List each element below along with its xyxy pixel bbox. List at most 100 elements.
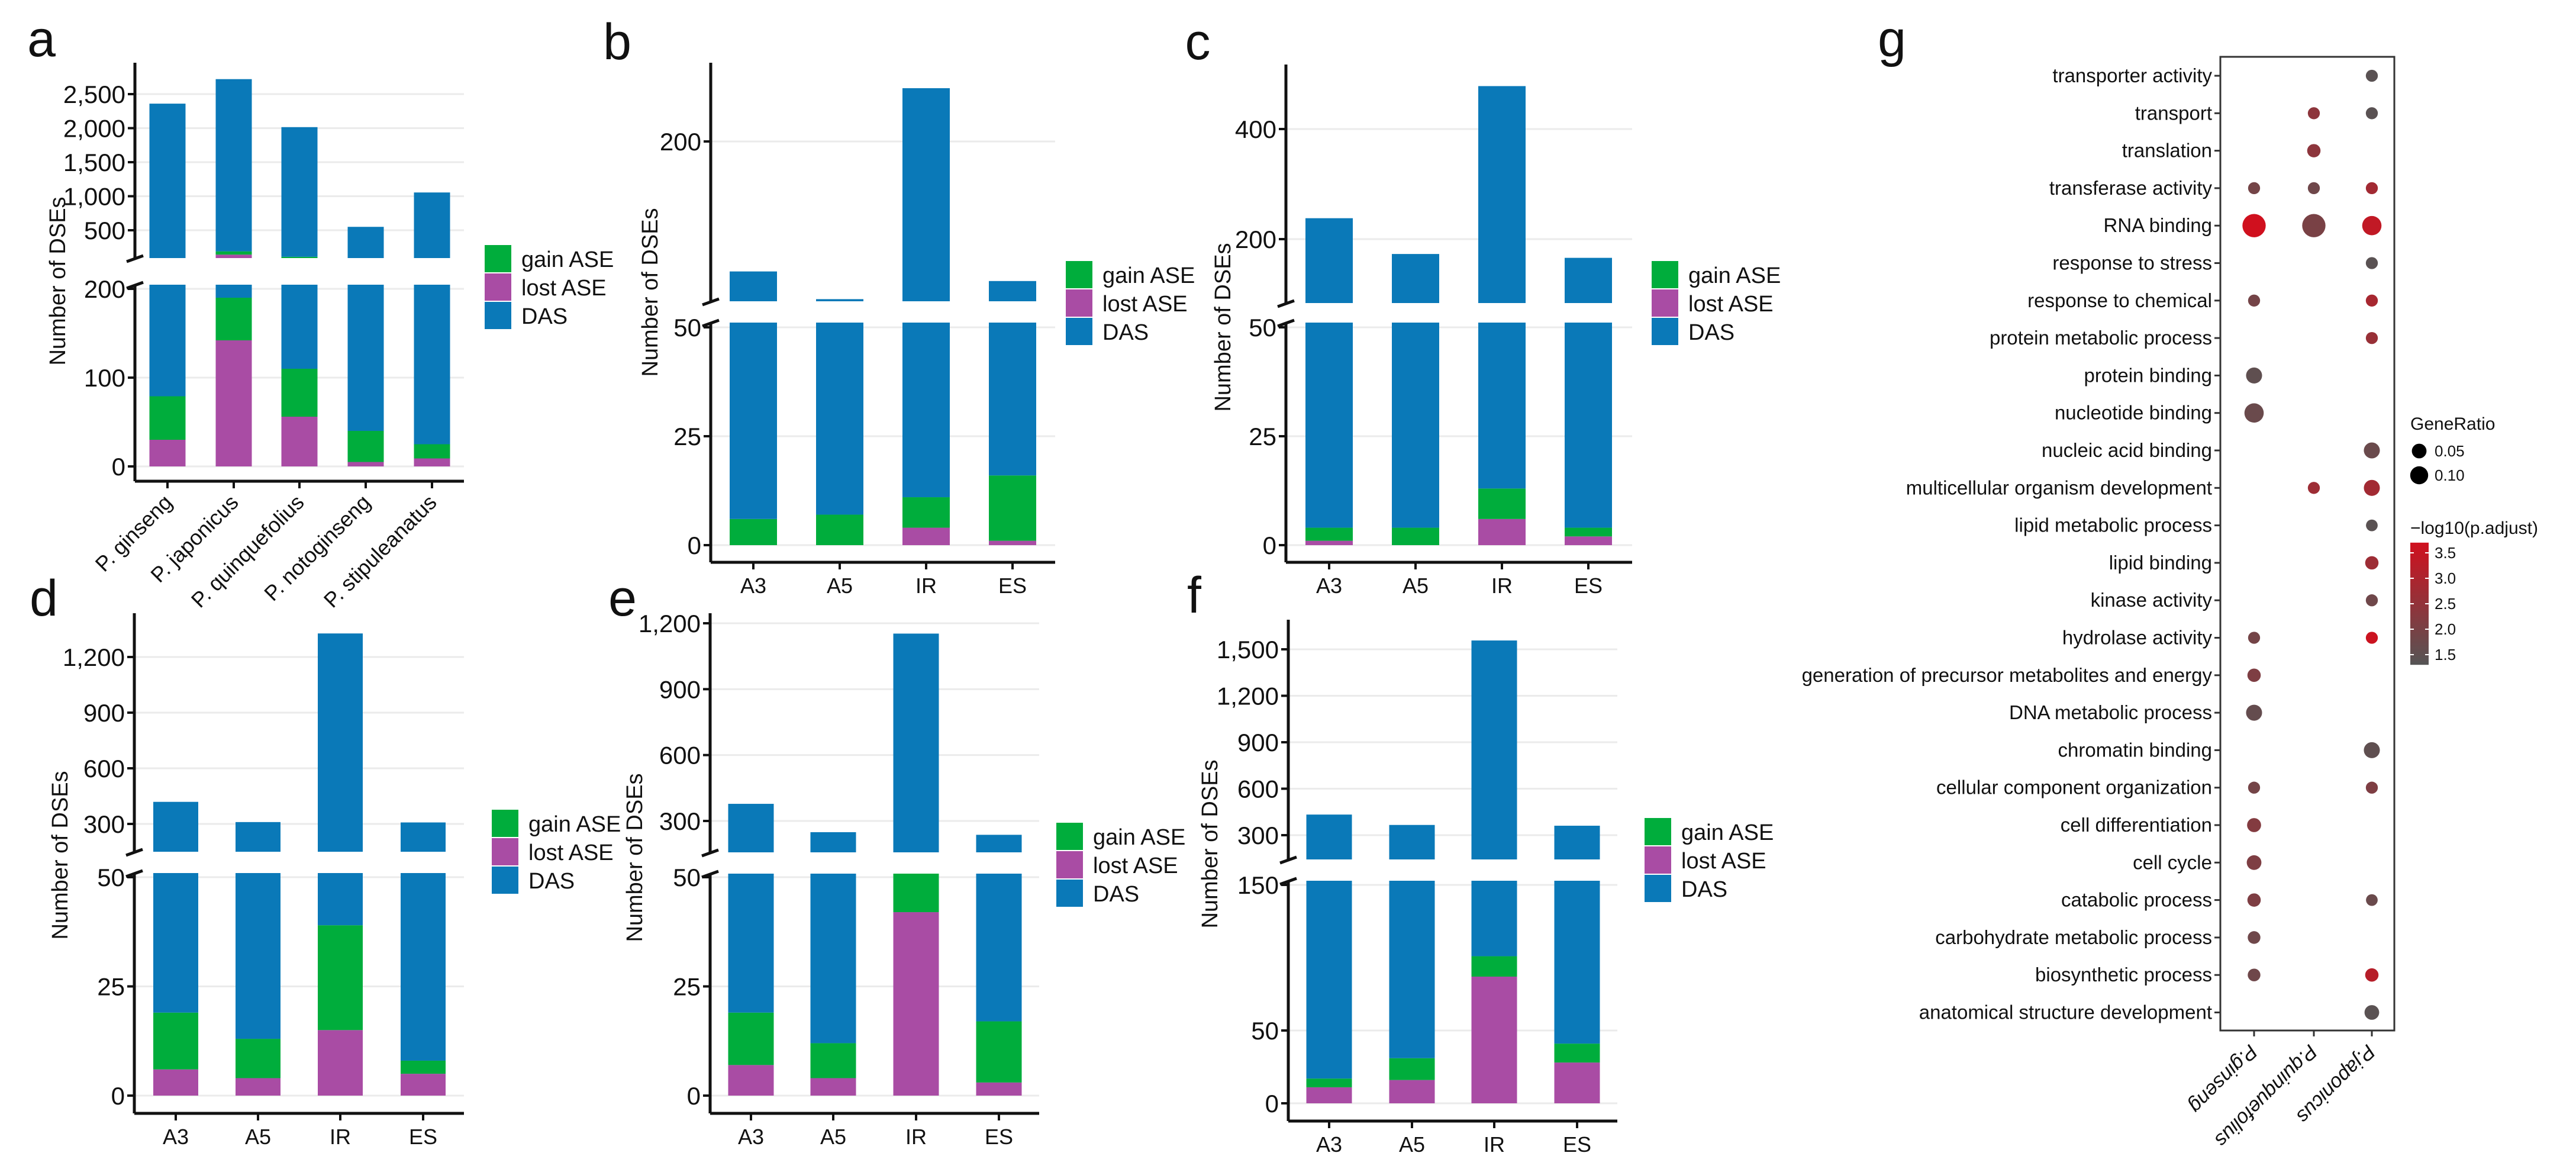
y-tick-label: 50 <box>673 864 701 891</box>
legend-swatch <box>1066 318 1092 345</box>
y-tick-label: 100 <box>84 364 125 392</box>
bar-segment-das-upper <box>730 271 777 301</box>
y-tick-label: 300 <box>1237 822 1279 849</box>
bar-segment-lost-ase <box>153 1069 198 1096</box>
legend-label: lost ASE <box>1688 292 1774 317</box>
bar-segment-das-upper <box>1565 257 1612 303</box>
bar-segment-gain-ase <box>1392 527 1439 545</box>
y-tick-label: 25 <box>1249 423 1276 450</box>
y-tick-label: protein metabolic process <box>1990 327 2212 349</box>
y-tick-label: cell differentiation <box>2061 814 2212 836</box>
bar-segment-gain-ase <box>989 475 1036 541</box>
bar-segment-lost-ase <box>976 1082 1022 1096</box>
bar-segment-gain-ase <box>1306 1078 1352 1087</box>
x-tick-label: IR <box>1491 574 1513 598</box>
dot-point <box>2365 182 2378 195</box>
bar-segment-lost-ase <box>236 1078 281 1096</box>
bar-segment-das-upper <box>318 633 363 852</box>
color-legend-title: −log10(p.adjust) <box>2410 519 2538 538</box>
bar-segment-lost-ase-upper <box>215 255 252 258</box>
legend-swatch <box>1066 289 1092 317</box>
dot-point <box>2248 781 2261 794</box>
bar-segment-lost-ase <box>215 340 252 466</box>
dot-point <box>2366 894 2378 906</box>
y-tick-label: 0 <box>687 1082 701 1110</box>
legend-swatch <box>1652 289 1678 317</box>
bar-segment-das-upper <box>902 88 950 301</box>
x-tick-label: ES <box>1574 574 1603 598</box>
dot-point <box>2365 594 2378 607</box>
colorbar-label: 2.0 <box>2435 620 2456 638</box>
bar-segment-das-upper <box>281 127 318 257</box>
bar-segment-das <box>989 323 1036 476</box>
legend-label: DAS <box>1093 882 1139 907</box>
bar-segment-das <box>1392 323 1439 528</box>
bar-segment-das-upper <box>401 822 446 852</box>
dot-point <box>2365 257 2378 269</box>
x-tick-label: A3 <box>163 1125 189 1149</box>
bar-segment-das-upper <box>1389 825 1435 859</box>
y-tick-label: 50 <box>1249 314 1276 342</box>
bar-segment-lost-ase <box>414 458 450 466</box>
legend-swatch <box>1645 846 1671 874</box>
y-tick-label: 1,500 <box>63 149 125 176</box>
axis-break-mark <box>1279 855 1297 865</box>
dot-point <box>2247 668 2261 682</box>
y-axis-title: Number of DSEs <box>1211 243 1236 411</box>
y-tick-label: cellular component organization <box>1936 777 2212 798</box>
x-tick-label: ES <box>1563 1132 1591 1157</box>
panel-label: g <box>1878 11 1906 67</box>
y-tick-label: transporter activity <box>2052 65 2212 86</box>
y-tick-label: catabolic process <box>2061 889 2212 911</box>
bar-segment-das <box>401 873 446 1061</box>
x-tick-label: A5 <box>245 1125 271 1149</box>
dot-point <box>2364 442 2380 459</box>
dot-point <box>2365 632 2378 644</box>
bar-segment-das <box>730 323 777 519</box>
panel-label: f <box>1187 567 1202 624</box>
dot-point <box>2366 519 2378 532</box>
legend-label: DAS <box>1102 320 1149 345</box>
y-tick-label: 400 <box>1235 115 1276 143</box>
bar-segment-das-upper <box>414 192 450 258</box>
y-tick-label: biosynthetic process <box>2035 964 2212 986</box>
y-tick-label: 600 <box>1237 775 1279 803</box>
axis-break-mark <box>701 848 719 858</box>
y-axis-title: Number of DSEs <box>46 197 70 365</box>
bar-segment-gain-ase <box>816 514 863 545</box>
bar-segment-das <box>1565 323 1612 528</box>
y-tick-label: 1,200 <box>1217 682 1279 710</box>
x-tick-label: A5 <box>827 574 853 598</box>
bar-segment-das-upper <box>816 299 863 301</box>
y-tick-label: generation of precursor metabolites and … <box>1802 664 2213 686</box>
axis-break-mark <box>1279 877 1297 886</box>
bar-segment-lost-ase <box>149 440 186 466</box>
colorbar-label: 3.0 <box>2435 569 2456 587</box>
bar-segment-gain-ase <box>347 431 384 462</box>
y-axis-title: Number of DSEs <box>48 771 73 939</box>
bar-segment-gain-ase <box>318 925 363 1030</box>
bar-segment-gain-ase <box>153 1012 198 1070</box>
y-tick-label: 2,000 <box>63 115 125 143</box>
y-tick-label: 200 <box>660 128 701 156</box>
axis-break-mark <box>126 281 144 290</box>
legend-label: lost ASE <box>1093 854 1178 878</box>
bar-segment-das <box>902 323 950 498</box>
legend-swatch <box>1066 261 1092 288</box>
size-legend-label: 0.10 <box>2435 466 2465 484</box>
y-tick-label: 50 <box>673 314 701 342</box>
y-tick-label: DNA metabolic process <box>2009 701 2212 723</box>
bar-segment-das-upper <box>989 281 1036 301</box>
dot-point <box>2365 781 2378 794</box>
y-tick-label: 25 <box>673 973 701 1001</box>
bar-segment-das-upper <box>976 835 1022 852</box>
y-tick-label: lipid binding <box>2109 552 2212 574</box>
y-axis-title: Number of DSEs <box>638 208 663 376</box>
dot-point <box>2248 968 2261 981</box>
bar-segment-das-upper <box>728 804 774 852</box>
y-tick-label: 0 <box>112 453 125 481</box>
bar-segment-gain-ase <box>730 519 777 545</box>
x-tick-label: A5 <box>820 1125 846 1149</box>
bar-segment-das <box>149 285 186 397</box>
dot-point <box>2365 968 2379 982</box>
